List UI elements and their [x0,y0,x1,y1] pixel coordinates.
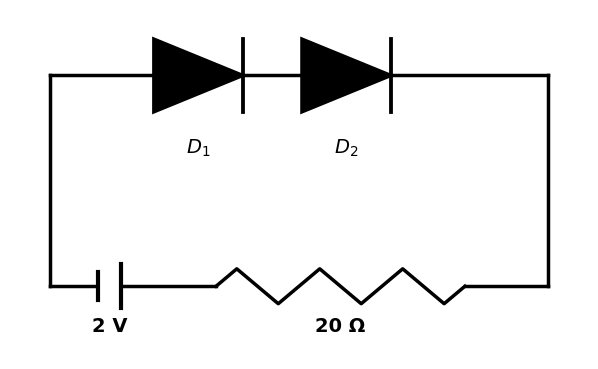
Text: 2 V: 2 V [91,317,127,336]
Text: $D_1$: $D_1$ [186,137,210,159]
Text: $D_2$: $D_2$ [334,137,359,159]
Polygon shape [154,39,243,112]
Polygon shape [302,39,391,112]
Text: 20 Ω: 20 Ω [315,317,365,336]
